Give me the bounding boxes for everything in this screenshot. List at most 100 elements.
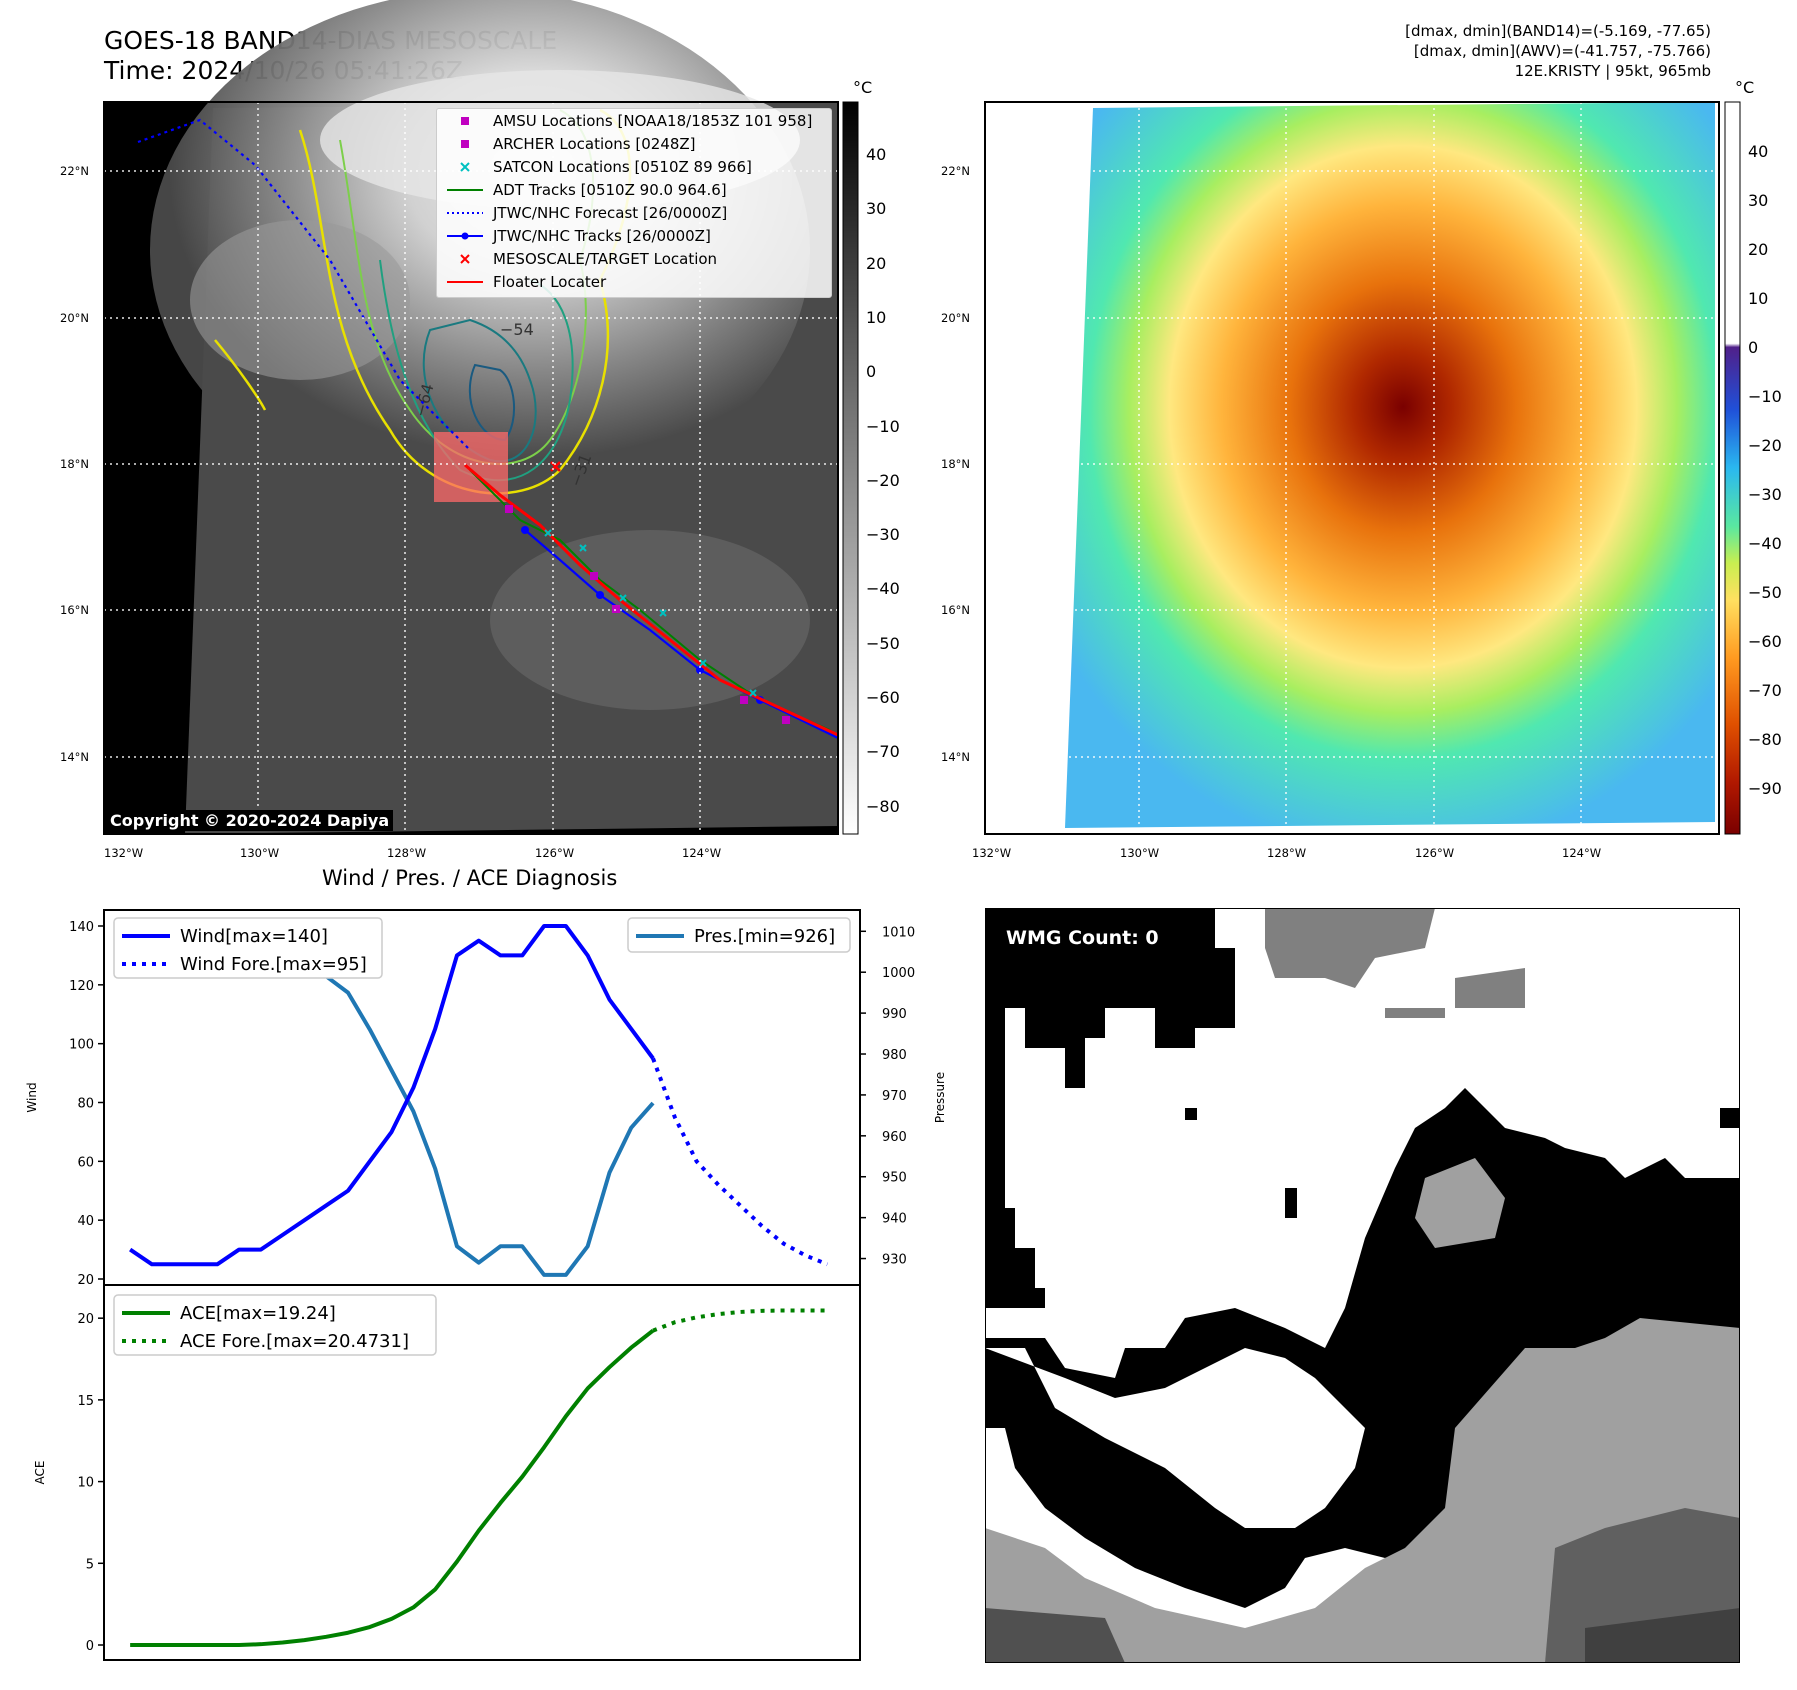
pres-ytick-label: 970 (882, 1089, 907, 1104)
map2-lon-label-124: 124°W (1562, 846, 1602, 860)
lat-label-22: 22°N (60, 164, 89, 178)
colorbar2-tick: 10 (1748, 289, 1769, 308)
legend-label: ADT Tracks [0510Z 90.0 964.6] (493, 181, 727, 199)
colorbar2-tick: −80 (1748, 730, 1782, 749)
legend-label: ARCHER Locations [0248Z] (493, 135, 696, 153)
wind-legend-label: Wind Fore.[max=95] (180, 954, 367, 975)
ace-ytick-label: 15 (77, 1394, 94, 1409)
colorbar1-tick: −80 (866, 796, 900, 816)
map-legend: AMSU Locations [NOAA18/1853Z 101 958] ARC… (436, 108, 832, 298)
colorbar1-tick: 10 (866, 307, 887, 327)
legend-item: JTWC/NHC Forecast [26/0000Z] (445, 203, 727, 223)
awv-image (1065, 102, 1715, 828)
colorbar1-tick: −30 (866, 525, 900, 545)
colorbar1-tick: −40 (866, 579, 900, 599)
pressure-legend (627, 917, 851, 953)
lat-label-20: 20°N (60, 311, 89, 325)
lat-label-16: 16°N (60, 603, 89, 617)
wind-legend-label: Wind[max=140] (180, 926, 328, 947)
colorbar2-tick: −70 (1748, 681, 1782, 700)
colorbar1-tick: −70 (866, 742, 900, 762)
colorbar1-tick: −60 (866, 688, 900, 707)
colorbar1-tick: 0 (866, 362, 877, 382)
legend-item: ADT Tracks [0510Z 90.0 964.6] (445, 180, 727, 200)
legend-marker (445, 272, 485, 292)
legend-item: MESOSCALE/TARGET Location (445, 249, 717, 269)
legend-item: Floater Locater (445, 272, 606, 292)
legend-item: ARCHER Locations [0248Z] (445, 134, 696, 154)
colorbar2-tick: −40 (1748, 534, 1782, 553)
dmax-awv: [dmax, dmin](AWV)=(-41.757, -75.766) (1413, 42, 1711, 60)
pressure-legend-label: Pres.[min=926] (694, 926, 835, 947)
map2-lat-label-14: 14°N (941, 750, 970, 764)
wind-ytick-label: 100 (69, 1038, 94, 1053)
pressure-ylabel: Pressure (933, 1072, 947, 1123)
wind-ytick-label: 120 (69, 979, 94, 994)
pres-ytick-label: 950 (882, 1171, 907, 1186)
colorbar-awv (1724, 101, 1741, 835)
legend-item: JTWC/NHC Tracks [26/0000Z] (445, 226, 711, 246)
wind-ylabel: Wind (25, 1082, 39, 1112)
amsu-archer-markers (505, 505, 790, 724)
pres-ytick-label: 960 (882, 1130, 907, 1145)
pres-ytick-label: 990 (882, 1007, 907, 1022)
colorbar1-tick: −50 (866, 633, 900, 653)
satcon-markers (544, 529, 757, 697)
ace-ytick-label: 0 (86, 1639, 94, 1654)
wind-ytick-label: 60 (77, 1155, 94, 1170)
legend-label: JTWC/NHC Forecast [26/0000Z] (493, 204, 728, 222)
legend-marker (445, 157, 485, 177)
ace-ytick-label: 5 (86, 1557, 94, 1572)
wmg-panel (985, 908, 1740, 1663)
legend-marker (445, 180, 485, 200)
colorbar2-tick: −10 (1748, 387, 1782, 406)
colorbar1-tick: 30 (866, 199, 887, 219)
colorbar2-tick: −20 (1748, 436, 1782, 455)
map2-lon-label-132: 132°W (972, 846, 1012, 860)
ace-forecast-line (652, 1308, 828, 1333)
diagnosis-chart: 1401201008060402010101000990980970960950… (25, 909, 947, 1661)
legend-marker (445, 111, 485, 131)
pres-ytick-label: 940 (882, 1212, 907, 1227)
map2-lon-label-128: 128°W (1267, 846, 1307, 860)
wind-ytick-label: 80 (77, 1097, 94, 1112)
map2-lon-label-126: 126°W (1415, 846, 1455, 860)
legend-label: SATCON Locations [0510Z 89 966] (493, 158, 752, 176)
map2-lon-label-130: 130°W (1120, 846, 1160, 860)
copyright-label: Copyright © 2020-2024 Dapiya (106, 810, 394, 831)
pres-ytick-label: 980 (882, 1048, 907, 1063)
colorbar1-tick: 20 (866, 253, 887, 273)
legend-label: AMSU Locations [NOAA18/1853Z 101 958] (493, 112, 813, 130)
colorbar2-tick: −60 (1748, 632, 1782, 651)
map2-gridlines (985, 102, 1719, 834)
wind-line (129, 924, 655, 1267)
lon-label-124: 124°W (682, 846, 722, 860)
legend-item: AMSU Locations [NOAA18/1853Z 101 958] (445, 111, 812, 131)
ace-ytick-label: 10 (77, 1476, 94, 1491)
map2-lat-label-16: 16°N (941, 603, 970, 617)
colorbar2-tick: −30 (1748, 485, 1782, 504)
colorbar2-tick: −90 (1748, 779, 1782, 798)
ace-ylabel: ACE (33, 1461, 47, 1485)
legend-marker (445, 226, 485, 246)
colorbar2-tick: 30 (1748, 191, 1769, 210)
ace-legend (113, 1294, 437, 1356)
legend-label: MESOSCALE/TARGET Location (493, 250, 718, 268)
colorbar1-unit: °C (853, 78, 873, 97)
wind-legend (113, 917, 383, 979)
ace-legend-label: ACE[max=19.24] (180, 1303, 336, 1324)
colorbar2-tick: 0 (1748, 338, 1759, 357)
legend-item: SATCON Locations [0510Z 89 966] (445, 157, 752, 177)
pres-ytick-label: 1010 (882, 925, 915, 940)
legend-marker (445, 134, 485, 154)
colorbar1-tick: 40 (866, 145, 887, 164)
wind-ytick-label: 20 (77, 1273, 94, 1288)
ace-legend-label: ACE Fore.[max=20.4731] (180, 1331, 409, 1352)
diagnosis-title: Wind / Pres. / ACE Diagnosis (322, 866, 618, 890)
colorbar2-tick: 20 (1748, 240, 1769, 259)
colorbar1-tick: −20 (866, 470, 900, 490)
ace-line (130, 1329, 655, 1647)
wind-forecast-line (651, 1057, 829, 1267)
contour-dark-teal (422, 318, 537, 463)
lon-label-130: 130°W (240, 846, 280, 860)
